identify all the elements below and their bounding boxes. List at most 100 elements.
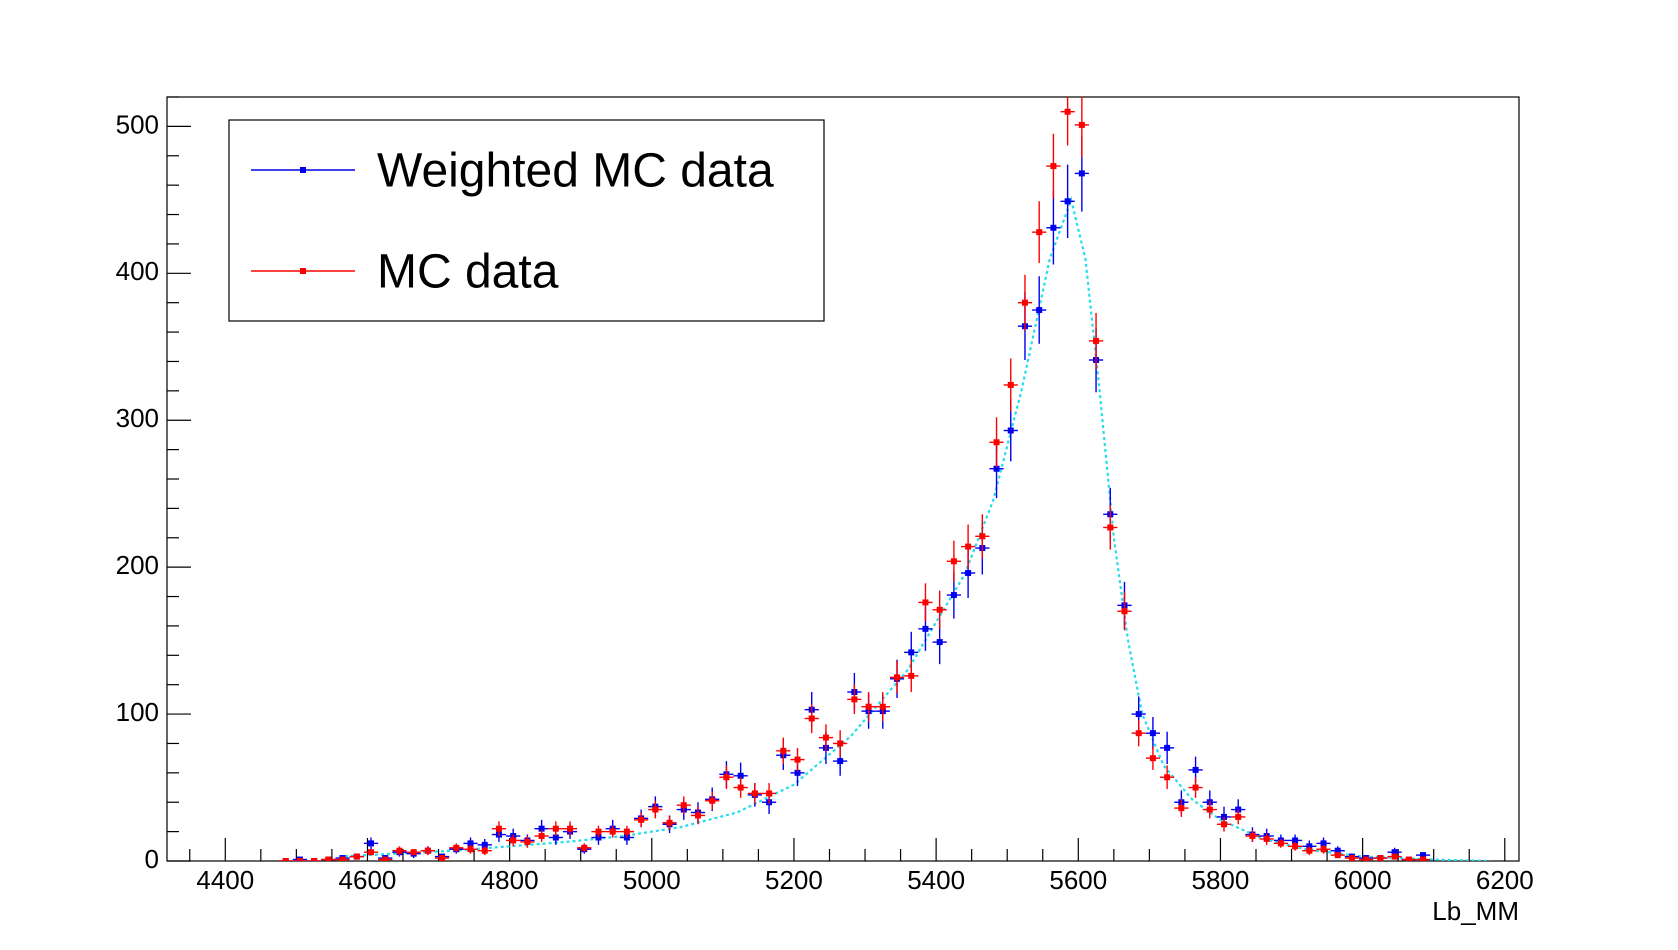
data-point	[1050, 163, 1057, 170]
data-point	[993, 439, 1000, 446]
data-point	[1164, 744, 1171, 751]
data-point	[1292, 837, 1299, 844]
data-point	[1292, 843, 1299, 850]
x-tick-label: 5000	[623, 865, 681, 895]
data-point	[723, 774, 730, 781]
data-point	[552, 834, 559, 841]
data-point	[794, 769, 801, 776]
data-point	[439, 855, 446, 861]
data-point	[311, 858, 318, 861]
data-point	[851, 696, 858, 703]
data-point	[1334, 852, 1341, 859]
data-point	[737, 772, 744, 779]
data-point	[1391, 849, 1398, 856]
data-point	[1107, 524, 1114, 531]
data-point	[1263, 835, 1270, 842]
legend-box	[228, 119, 825, 322]
data-point	[737, 784, 744, 791]
data-point	[1149, 755, 1156, 762]
x-tick-label: 5600	[1049, 865, 1107, 895]
data-point	[1121, 608, 1128, 615]
data-point	[979, 533, 986, 540]
data-point	[879, 703, 886, 710]
data-point	[1064, 108, 1071, 115]
data-point	[652, 806, 659, 813]
data-point	[1149, 730, 1156, 737]
x-tick-label: 6200	[1476, 865, 1534, 895]
data-point	[325, 856, 332, 861]
data-point	[538, 825, 545, 832]
data-point	[780, 747, 787, 754]
data-point	[1206, 806, 1213, 813]
data-point	[993, 465, 1000, 472]
data-point	[794, 756, 801, 763]
data-point	[524, 838, 531, 845]
y-tick-label: 300	[116, 403, 159, 433]
plot-area	[278, 97, 1491, 861]
y-tick-label: 0	[145, 844, 159, 874]
data-point	[751, 790, 758, 797]
data-point	[296, 858, 303, 861]
legend-label: MC data	[377, 246, 559, 299]
x-tick-label: 4400	[196, 865, 254, 895]
data-point	[510, 837, 517, 844]
x-tick-label: 4600	[339, 865, 397, 895]
x-tick-label: 6000	[1334, 865, 1392, 895]
data-point	[453, 844, 460, 851]
data-point	[467, 840, 474, 847]
data-point	[922, 625, 929, 632]
y-tick-label: 500	[116, 109, 159, 139]
series	[278, 97, 1431, 861]
data-point	[623, 828, 630, 835]
data-point	[424, 847, 431, 854]
data-point	[822, 734, 829, 741]
data-point	[865, 703, 872, 710]
legend-marker	[300, 167, 306, 173]
data-point	[766, 790, 773, 797]
data-point	[680, 802, 687, 809]
data-point	[1064, 198, 1071, 205]
data-point	[495, 825, 502, 832]
data-point	[1078, 170, 1085, 177]
data-point	[1277, 840, 1284, 847]
data-point	[538, 833, 545, 840]
data-point	[1178, 805, 1185, 812]
data-point	[1078, 121, 1085, 128]
data-point	[694, 812, 701, 819]
data-point	[894, 674, 901, 681]
data-point	[567, 825, 574, 832]
y-tick-label: 400	[116, 256, 159, 286]
data-point	[1363, 856, 1370, 861]
data-point	[1007, 381, 1014, 388]
data-point	[936, 639, 943, 646]
data-point	[908, 672, 915, 679]
data-point	[396, 847, 403, 854]
data-point	[1192, 766, 1199, 773]
data-point	[1036, 307, 1043, 314]
data-point	[1007, 427, 1014, 434]
data-point	[410, 849, 417, 856]
data-point	[595, 828, 602, 835]
data-point	[837, 758, 844, 765]
data-point	[1192, 784, 1199, 791]
data-point	[1420, 856, 1427, 861]
data-point	[1377, 855, 1384, 861]
data-point	[481, 847, 488, 854]
data-point	[552, 825, 559, 832]
data-point	[368, 840, 375, 847]
data-point	[965, 570, 972, 577]
data-point	[1093, 337, 1100, 344]
data-point	[581, 844, 588, 851]
data-point	[1320, 840, 1327, 847]
data-point	[1221, 821, 1228, 828]
data-point	[1320, 846, 1327, 853]
data-point	[467, 846, 474, 853]
data-point	[950, 558, 957, 565]
data-point	[908, 649, 915, 656]
data-point	[1420, 852, 1427, 859]
legend-marker	[300, 268, 306, 274]
x-tick-label: 4800	[481, 865, 539, 895]
data-point	[808, 715, 815, 722]
data-point	[382, 856, 389, 861]
